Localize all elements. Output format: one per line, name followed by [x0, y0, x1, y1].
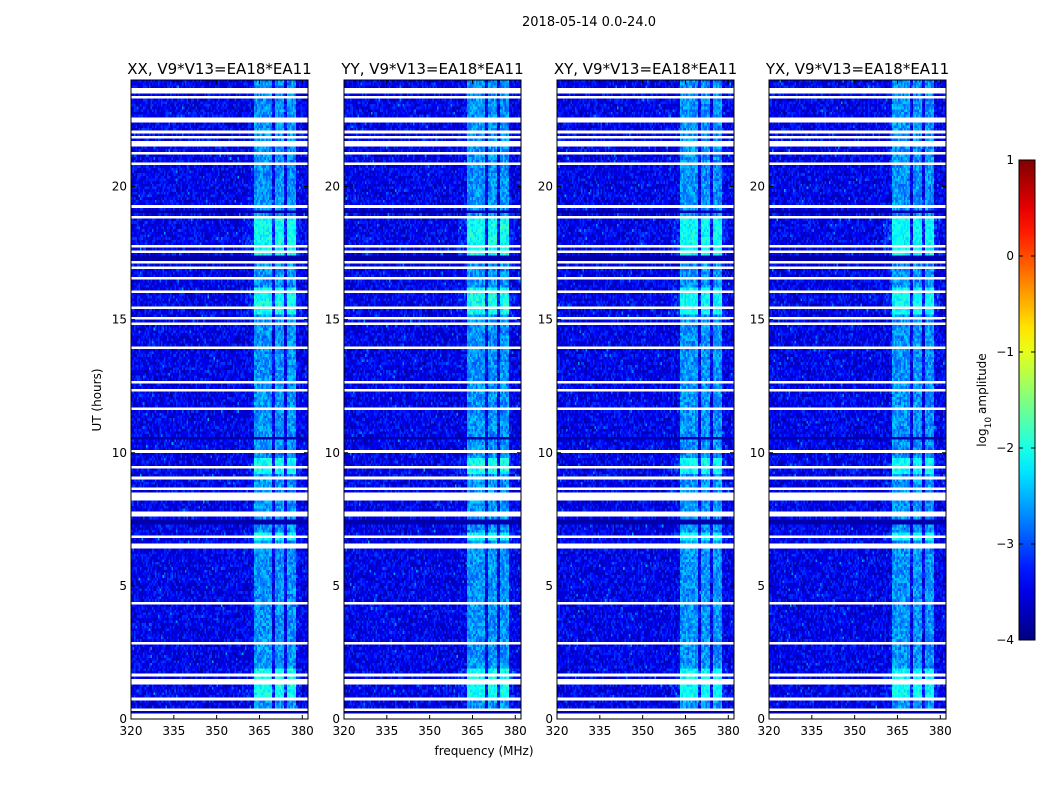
- panel-frame: [130, 79, 309, 720]
- panel-xx: XX, V9*V13=EA18*EA11 320 335 350 365 380 0 5 10 1…: [112, 60, 314, 738]
- x-tick-label: 365: [886, 724, 909, 738]
- panel-title: XX, V9*V13=EA18*EA11: [127, 60, 311, 78]
- y-tick-label: 20: [112, 180, 127, 194]
- colorbar: 1 0 −1 −2 −3 −4 log10amplitude: [975, 153, 1036, 647]
- y-tick-label: 10: [538, 446, 553, 460]
- colorbar-tick-label: −3: [996, 537, 1014, 551]
- y-tick-label: 0: [545, 712, 553, 726]
- y-tick-label: 5: [119, 579, 127, 593]
- y-tick-label: 15: [325, 313, 340, 327]
- y-tick-label: 5: [757, 579, 765, 593]
- x-tick-label: 320: [546, 724, 569, 738]
- y-tick-label: 10: [112, 446, 127, 460]
- x-tick-label: 335: [162, 724, 185, 738]
- figure-suptitle: 2018-05-14 0.0-24.0: [522, 15, 656, 30]
- y-tick-label: 5: [545, 579, 553, 593]
- x-tick-label: 365: [248, 724, 271, 738]
- panel-yy: YY, V9*V13=EA18*EA11 320 335 350 365 380 0 5 10 1…: [325, 60, 527, 738]
- x-axis-label: frequency (MHz): [434, 744, 533, 758]
- heatmap-image: [344, 80, 521, 719]
- x-tick-label: 320: [758, 724, 781, 738]
- x-tick-label: 335: [375, 724, 398, 738]
- x-tick-label: 350: [205, 724, 228, 738]
- x-tick-label: 350: [631, 724, 654, 738]
- x-tick-label: 380: [504, 724, 527, 738]
- x-tick-label: 320: [333, 724, 356, 738]
- y-tick-label: 0: [757, 712, 765, 726]
- y-tick-label: 15: [538, 313, 553, 327]
- x-tick-label: 350: [418, 724, 441, 738]
- x-tick-label: 335: [588, 724, 611, 738]
- panel-title: YY, V9*V13=EA18*EA11: [340, 60, 523, 78]
- colorbar-gradient: [1018, 159, 1036, 641]
- panel-frame: [343, 79, 522, 720]
- y-tick-label: 0: [332, 712, 340, 726]
- y-axis-label: UT (hours): [90, 368, 104, 431]
- colorbar-tick-label: 1: [1006, 153, 1014, 167]
- y-tick-label: 20: [538, 180, 553, 194]
- panel-title: XY, V9*V13=EA18*EA11: [554, 60, 737, 78]
- panel-title: YX, V9*V13=EA18*EA11: [765, 60, 949, 78]
- panel-xy: XY, V9*V13=EA18*EA11 320 335 350 365 380 0 5 10 1…: [538, 60, 740, 738]
- y-tick-label: 15: [750, 313, 765, 327]
- colorbar-tick-label: −4: [996, 633, 1014, 647]
- panel-yx: YX, V9*V13=EA18*EA11 320 335 350 365 380 0 5 10 1…: [750, 60, 952, 738]
- y-tick-label: 20: [750, 180, 765, 194]
- x-tick-label: 365: [461, 724, 484, 738]
- x-tick-label: 380: [929, 724, 952, 738]
- x-tick-label: 380: [717, 724, 740, 738]
- colorbar-tick-label: 0: [1006, 249, 1014, 263]
- x-tick-label: 380: [291, 724, 314, 738]
- x-tick-label: 350: [843, 724, 866, 738]
- panel-frame: [556, 79, 735, 720]
- panels: XX, V9*V13=EA18*EA11 320 335 350 365 380 0 5 10 1…: [112, 60, 952, 738]
- x-tick-label: 320: [120, 724, 143, 738]
- x-tick-label: 335: [800, 724, 823, 738]
- panel-frame: [768, 79, 947, 720]
- y-tick-label: 10: [750, 446, 765, 460]
- colorbar-tick-label: −2: [996, 441, 1014, 455]
- heatmap-image: [557, 80, 734, 719]
- x-tick-label: 365: [674, 724, 697, 738]
- colorbar-tick-label: −1: [996, 345, 1014, 359]
- y-tick-label: 5: [332, 579, 340, 593]
- heatmap-image: [769, 80, 946, 719]
- y-tick-label: 15: [112, 313, 127, 327]
- y-tick-label: 10: [325, 446, 340, 460]
- heatmap-image: [131, 80, 308, 719]
- y-tick-label: 0: [119, 712, 127, 726]
- colorbar-label: log10amplitude: [975, 353, 994, 446]
- y-tick-label: 20: [325, 180, 340, 194]
